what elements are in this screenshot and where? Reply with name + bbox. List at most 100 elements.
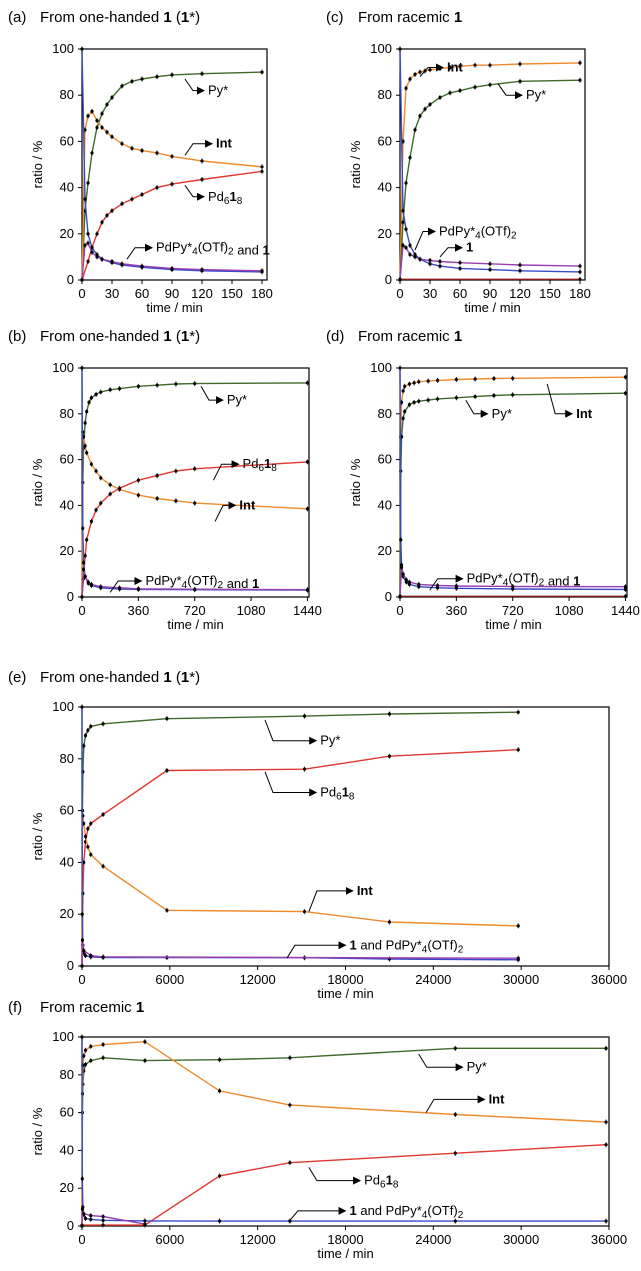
- y-tick-label: 0: [385, 272, 392, 287]
- plot-frame: [81, 706, 610, 967]
- plot-frame: [81, 48, 268, 281]
- y-tick-label: 20: [378, 226, 392, 241]
- plot-frame: [399, 48, 586, 281]
- annotation-label: Int: [239, 497, 256, 512]
- annotation-label: Py*: [492, 406, 512, 421]
- y-axis-label: ratio / %: [30, 812, 45, 860]
- y-tick-label: 40: [60, 497, 74, 512]
- series-line: [81, 461, 308, 598]
- y-tick-label: 100: [370, 360, 392, 375]
- x-axis-label: time / min: [146, 300, 202, 315]
- x-tick-label: 1080: [237, 603, 266, 618]
- panel-letter: (f): [8, 999, 22, 1016]
- x-axis-label: time / min: [464, 300, 520, 315]
- x-tick-label: 24000: [415, 972, 451, 987]
- x-axis-label: time / min: [167, 617, 223, 632]
- annotation-arrow: [264, 719, 318, 745]
- series-line: [399, 79, 581, 281]
- chart-panel-6: (f) From racemic 1 0 20 40 60 80 100 0 6000 12000 1…: [8, 999, 627, 1261]
- y-tick-label: 100: [52, 1029, 74, 1044]
- annotation-label: Int: [447, 59, 464, 74]
- x-tick-label: 60: [135, 286, 149, 301]
- x-tick-label: 120: [509, 286, 531, 301]
- x-tick-label: 720: [502, 603, 524, 618]
- annotation-arrow: [414, 227, 436, 251]
- chart-title: From one-handed 1 (1*): [40, 328, 200, 345]
- annotation-arrow: [465, 399, 489, 418]
- x-tick-label: 36000: [591, 972, 627, 987]
- y-tick-label: 80: [378, 87, 392, 102]
- y-axis-label: ratio / %: [348, 458, 363, 506]
- annotation-arrow: [289, 1206, 347, 1221]
- x-tick-label: 180: [569, 286, 591, 301]
- x-tick-label: 30: [105, 286, 119, 301]
- annotation-arrow: [126, 243, 153, 260]
- y-tick-label: 80: [60, 1067, 74, 1082]
- y-tick-label: 40: [60, 180, 74, 195]
- annotation-label: 1 and PdPy*4(OTf)2: [350, 937, 464, 955]
- annotation-arrow: [184, 185, 205, 201]
- series-line: [399, 392, 626, 598]
- x-tick-label: 6000: [155, 972, 184, 987]
- y-tick-label: 60: [60, 452, 74, 467]
- x-tick-label: 90: [483, 286, 497, 301]
- y-axis-label: ratio / %: [348, 140, 363, 188]
- annotation-arrow: [497, 83, 523, 100]
- x-tick-label: 6000: [155, 1232, 184, 1247]
- annotation-arrow: [419, 63, 444, 78]
- panel-letter: (e): [8, 669, 26, 686]
- series-line: [399, 48, 581, 273]
- annotation-arrow: [308, 886, 354, 912]
- y-tick-label: 0: [67, 272, 74, 287]
- y-tick-label: 20: [60, 226, 74, 241]
- y-tick-label: 40: [378, 497, 392, 512]
- y-tick-label: 20: [60, 1180, 74, 1195]
- plot-frame: [81, 367, 310, 598]
- annotation-arrow: [425, 1095, 486, 1113]
- annotation-label: PdPy*4(OTf)2 and 1: [467, 571, 581, 589]
- y-tick-label: 20: [60, 906, 74, 921]
- series-line: [399, 567, 626, 598]
- series-line: [81, 1040, 607, 1227]
- x-tick-label: 150: [539, 286, 561, 301]
- annotation-label: Py*: [227, 392, 247, 407]
- y-tick-label: 60: [60, 1105, 74, 1120]
- x-tick-label: 24000: [415, 1232, 451, 1247]
- annotation-label: Pd618: [208, 189, 243, 207]
- y-tick-label: 20: [60, 543, 74, 558]
- annotation-arrow: [109, 577, 143, 593]
- annotation-label: Py*: [208, 83, 228, 98]
- y-tick-label: 60: [378, 133, 392, 148]
- annotation-arrow: [264, 771, 318, 797]
- y-tick-label: 0: [67, 589, 74, 604]
- x-tick-label: 18000: [327, 1232, 363, 1247]
- x-tick-label: 0: [396, 286, 403, 301]
- x-tick-label: 150: [221, 286, 243, 301]
- annotation-label: Pd618: [364, 1173, 399, 1191]
- x-tick-label: 1440: [293, 603, 322, 618]
- x-tick-label: 360: [128, 603, 150, 618]
- x-tick-label: 0: [396, 603, 403, 618]
- x-tick-label: 30000: [503, 972, 539, 987]
- x-tick-label: 30000: [503, 1232, 539, 1247]
- annotation-label: Py*: [320, 733, 340, 748]
- panel-letter: (b): [8, 328, 26, 345]
- annotation-label: PdPy*4(OTf)2 and 1: [145, 573, 259, 591]
- annotation-arrow: [214, 501, 237, 522]
- y-tick-label: 60: [60, 133, 74, 148]
- annotation-arrow: [546, 383, 574, 418]
- series-line: [81, 940, 519, 967]
- annotation-label: Int: [576, 406, 593, 421]
- y-tick-label: 0: [385, 589, 392, 604]
- panel-letter: (d): [326, 328, 344, 345]
- series-line: [81, 711, 519, 967]
- series-line: [81, 367, 308, 591]
- series-line: [81, 1036, 607, 1222]
- chart-title: From racemic 1: [40, 999, 144, 1016]
- y-tick-label: 100: [52, 41, 74, 56]
- annotation-arrow: [213, 460, 240, 481]
- chart-title: From racemic 1: [358, 328, 462, 345]
- annotation-label: PdPy*4(OTf)2 and 1: [156, 240, 270, 258]
- series-line: [81, 48, 263, 273]
- annotation-label: PdPy*4(OTf)2: [439, 223, 517, 241]
